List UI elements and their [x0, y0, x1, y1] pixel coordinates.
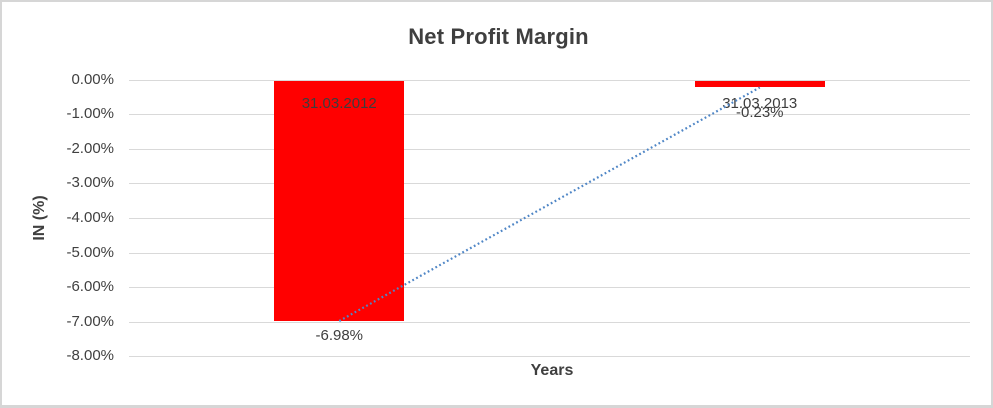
y-axis-tick-label: -8.00% [66, 347, 114, 365]
y-axis-tick-label: -7.00% [66, 312, 114, 330]
gridline [129, 321, 970, 323]
gridline [129, 287, 970, 289]
y-axis-tick-label: -1.00% [66, 105, 114, 123]
value-label: -6.98% [315, 327, 364, 344]
value-label: -0.23% [735, 103, 784, 121]
y-axis-tick-label: -2.00% [66, 139, 114, 157]
y-axis-tick-label: 0.00% [71, 70, 114, 88]
category-label: 31.03.2012 [301, 94, 377, 112]
x-axis-title: Years [530, 362, 574, 379]
y-axis-tick-label: -3.00% [66, 174, 114, 192]
bar-31.03.2013 [694, 80, 825, 88]
y-axis-tick-label: -4.00% [66, 208, 114, 226]
gridline [129, 148, 970, 150]
chart-title: Net Profit Margin [408, 24, 589, 49]
gridline [129, 183, 970, 185]
y-axis-tick-label: -6.00% [66, 278, 114, 296]
gridline [129, 79, 970, 81]
gridline [129, 217, 970, 219]
bar-31.03.2012 [274, 80, 405, 321]
gridline [129, 114, 970, 116]
y-axis-tick-label: -5.00% [66, 243, 114, 261]
gridline [129, 252, 970, 254]
gridline [129, 356, 970, 358]
